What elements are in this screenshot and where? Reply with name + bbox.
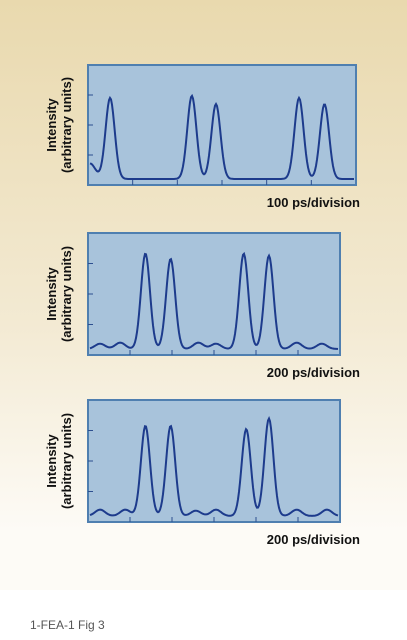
- panel: [87, 64, 357, 186]
- trace: [89, 93, 354, 180]
- y-axis-label: Intensity: [44, 98, 59, 152]
- y-axis-label: (arbitrary units): [59, 77, 74, 173]
- x-axis-label: 200 ps/division: [267, 365, 360, 380]
- panel: [87, 232, 341, 356]
- x-axis-label: 100 ps/division: [267, 195, 360, 210]
- y-axis-label: Intensity: [44, 267, 59, 321]
- trace: [89, 251, 339, 350]
- y-axis-label: (arbitrary units): [59, 246, 74, 342]
- panel: [87, 399, 341, 523]
- y-axis-label: Intensity: [44, 434, 59, 488]
- x-axis-label: 200 ps/division: [267, 532, 360, 547]
- caption-area: [0, 590, 407, 640]
- caption: 1-FEA-1 Fig 3: [30, 618, 105, 632]
- trace: [89, 415, 339, 517]
- y-axis-label: (arbitrary units): [59, 413, 74, 509]
